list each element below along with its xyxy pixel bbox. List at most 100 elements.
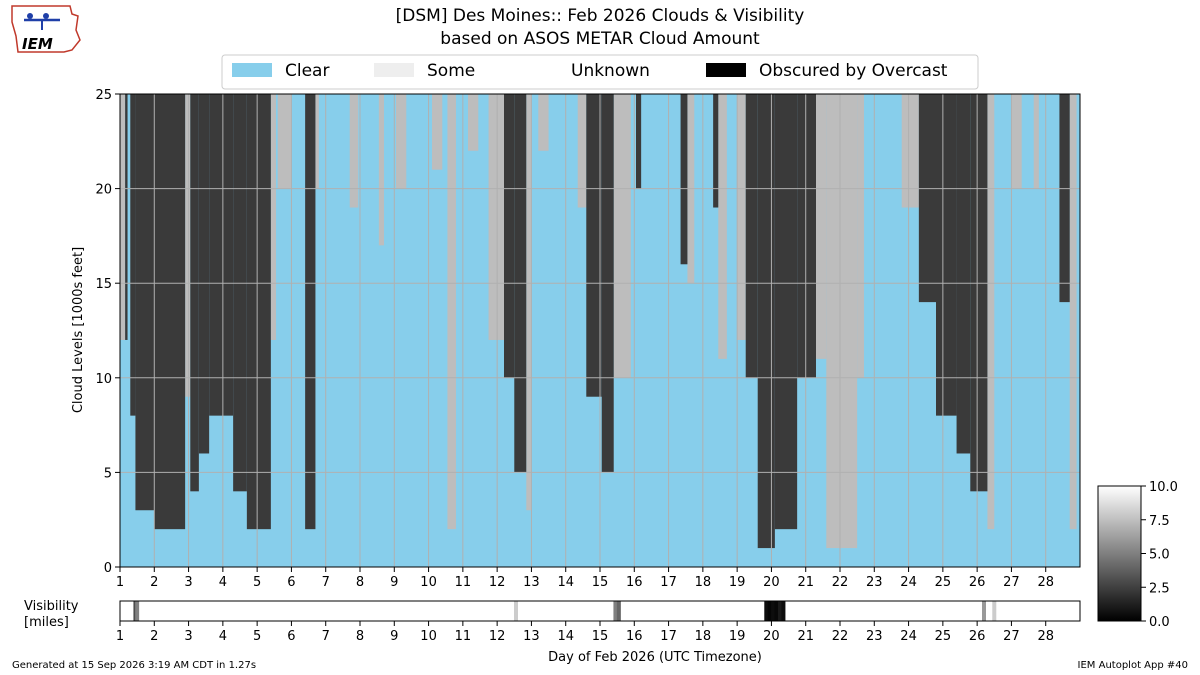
- colorbar-tick-label: 2.5: [1149, 581, 1170, 596]
- visibility-cell: [616, 601, 621, 621]
- visibility-cell: [774, 601, 779, 621]
- iem-logo: IEM: [11, 5, 81, 53]
- visibility-cell: [771, 601, 776, 621]
- overcast-cloud-bar: [246, 94, 271, 530]
- some-cloud-bar: [396, 94, 407, 189]
- visibility-cell: [778, 601, 782, 621]
- vis-x-tick-label: 14: [557, 629, 574, 644]
- some-cloud-bar: [577, 94, 587, 208]
- vis-x-tick-label: 28: [1037, 629, 1054, 644]
- x-tick-label: 23: [866, 575, 883, 590]
- legend-label: Obscured by Overcast: [759, 61, 948, 81]
- overcast-cloud-bar: [125, 94, 128, 340]
- vis-x-tick-label: 17: [660, 629, 677, 644]
- overcast-cloud-bar: [936, 94, 957, 416]
- x-tick-label: 26: [969, 575, 986, 590]
- overcast-cloud-bar: [198, 94, 210, 454]
- legend: Clear Some Unknown Obscured by Overcast: [221, 54, 979, 90]
- colorbar-tick-label: 5.0: [1149, 548, 1170, 563]
- x-tick-label: 24: [900, 575, 917, 590]
- overcast-cloud-bar: [774, 94, 798, 530]
- vis-x-tick-label: 10: [420, 629, 437, 644]
- vis-x-tick-label: 8: [356, 629, 364, 644]
- vis-x-tick-label: 27: [1003, 629, 1020, 644]
- x-tick-label: 20: [763, 575, 780, 590]
- x-tick-label: 19: [729, 575, 746, 590]
- some-cloud-bar: [185, 94, 191, 397]
- vis-x-tick-label: 19: [729, 629, 746, 644]
- x-tick-label: 8: [356, 575, 364, 590]
- x-axis-label: Day of Feb 2026 (UTC Timezone): [548, 650, 762, 665]
- legend-item-1: Some: [374, 61, 475, 81]
- y-tick-label: 20: [95, 183, 112, 198]
- colorbar-gradient: [1097, 485, 1142, 622]
- visibility-units: [miles]: [24, 615, 69, 630]
- some-cloud-bar: [613, 94, 631, 378]
- overcast-cloud-bar: [130, 94, 136, 416]
- some-cloud-bar: [737, 94, 746, 340]
- overcast-cloud-bar: [713, 94, 719, 208]
- legend-swatch: [706, 63, 746, 77]
- some-cloud-bar: [901, 94, 919, 208]
- overcast-cloud-bar: [154, 94, 186, 530]
- some-cloud-bar: [1011, 94, 1022, 189]
- vis-x-tick-label: 15: [592, 629, 609, 644]
- x-tick-label: 25: [935, 575, 952, 590]
- colorbar-tick-label: 0.0: [1149, 615, 1170, 630]
- some-cloud-bar: [987, 94, 995, 530]
- overcast-cloud-bar: [956, 94, 971, 454]
- overcast-cloud-bar: [680, 94, 688, 265]
- vis-x-tick-label: 9: [390, 629, 398, 644]
- x-tick-label: 9: [390, 575, 398, 590]
- vis-x-tick-label: 3: [184, 629, 192, 644]
- y-tick-label: 10: [95, 372, 112, 387]
- legend-swatch: [518, 63, 558, 77]
- vis-x-tick-label: 20: [763, 629, 780, 644]
- overcast-cloud-bar: [636, 94, 642, 189]
- some-cloud-bar: [1069, 94, 1077, 530]
- app-credit: IEM Autoplot App #40: [1078, 660, 1188, 671]
- vis-x-tick-label: 6: [287, 629, 295, 644]
- some-cloud-bar: [378, 94, 384, 246]
- x-tick-label: 6: [287, 575, 295, 590]
- visibility-strip: 1 2 3 4 5 6 7 8 9 10 11 12 13 14 15 16 17 18 19 20 21 22 23 24 2…: [116, 600, 1081, 644]
- x-tick-label: 11: [455, 575, 472, 590]
- chart-subtitle: based on ASOS METAR Cloud Amount: [440, 29, 760, 49]
- overcast-cloud-bar: [233, 94, 247, 492]
- vis-x-tick-label: 12: [489, 629, 506, 644]
- x-tick-label: 27: [1003, 575, 1020, 590]
- vis-x-tick-label: 13: [523, 629, 540, 644]
- visibility-cell: [514, 601, 518, 621]
- generated-note: Generated at 15 Sep 2026 3:19 AM CDT in …: [12, 660, 256, 671]
- legend-swatch: [374, 63, 414, 77]
- vis-x-tick-label: 5: [253, 629, 261, 644]
- some-cloud-bar: [857, 94, 864, 378]
- x-tick-label: 4: [219, 575, 227, 590]
- x-tick-label: 12: [489, 575, 506, 590]
- y-tick-label: 5: [104, 466, 112, 481]
- vis-x-tick-label: 26: [969, 629, 986, 644]
- some-cloud-bar: [447, 94, 456, 530]
- x-tick-label: 10: [420, 575, 437, 590]
- colorbar-tick-label: 10.0: [1149, 480, 1178, 495]
- x-tick-label: 3: [184, 575, 192, 590]
- vis-x-tick-label: 23: [866, 629, 883, 644]
- some-cloud-bar: [826, 94, 858, 549]
- y-tick-label: 15: [95, 277, 112, 292]
- vis-x-tick-label: 18: [695, 629, 712, 644]
- some-cloud-bar: [526, 94, 532, 511]
- vis-x-tick-label: 11: [455, 629, 472, 644]
- overcast-cloud-bar: [305, 94, 316, 530]
- x-tick-label: 17: [660, 575, 677, 590]
- x-tick-label: 18: [695, 575, 712, 590]
- x-tick-label: 2: [150, 575, 158, 590]
- some-cloud-bar: [120, 94, 126, 340]
- y-tick-label: 0: [104, 561, 112, 576]
- legend-item-3: Obscured by Overcast: [706, 61, 948, 81]
- some-cloud-bar: [349, 94, 359, 208]
- logo-text: IEM: [22, 35, 53, 53]
- visibility-label: Visibility: [24, 599, 79, 614]
- legend-label: Some: [427, 61, 475, 81]
- chart-title: [DSM] Des Moines:: Feb 2026 Clouds & Vis…: [396, 6, 805, 26]
